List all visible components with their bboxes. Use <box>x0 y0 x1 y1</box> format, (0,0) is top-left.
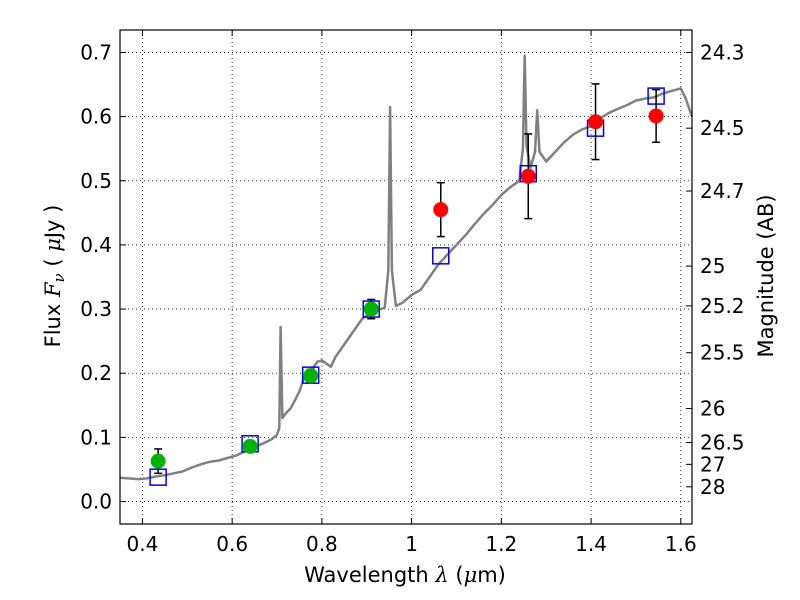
spectrum-line <box>119 54 694 481</box>
near-ir-photometry-marker <box>520 168 536 184</box>
magnitude-tick-label: 25.2 <box>700 294 745 318</box>
magnitude-tick-label: 26 <box>700 397 725 421</box>
near-ir-photometry-marker <box>433 202 449 218</box>
optical-photometry-marker <box>363 301 379 317</box>
spectrum-layer <box>119 54 694 481</box>
magnitude-tick-label: 24.5 <box>700 116 745 140</box>
y-tick-label: 0.0 <box>80 490 112 514</box>
near-ir-photometry-marker <box>588 114 604 130</box>
grid <box>120 30 692 524</box>
right-axis-label: Magnitude (AB) <box>754 194 778 357</box>
optical-photometry-marker <box>303 368 319 384</box>
optical-photometry-marker <box>242 438 258 454</box>
magnitude-tick-label: 24.3 <box>700 40 745 64</box>
magnitude-tick-label: 28 <box>700 475 725 499</box>
marker-layer <box>149 83 665 486</box>
magnitude-tick-label: 24.7 <box>700 179 745 203</box>
x-axis-label: Wavelength λ (μm) <box>304 563 506 587</box>
y-tick-label: 0.4 <box>80 233 112 257</box>
y-tick-label: 0.5 <box>80 169 112 193</box>
x-tick-label: 0.4 <box>127 532 159 556</box>
plot-frame <box>119 29 693 525</box>
y-tick-label: 0.1 <box>80 425 112 449</box>
magnitude-tick-label: 25.5 <box>700 341 745 365</box>
magnitude-tick-label: 25 <box>700 254 725 278</box>
x-tick-label: 1.4 <box>575 532 607 556</box>
tick-layer: 0.4 0.6 0.8 1 1.2 1.4 1.6 0.0 0.1 0.2 0.3 0.4 0.5 0.6… <box>80 30 745 556</box>
x-tick-label: 0.8 <box>306 532 338 556</box>
magnitude-tick-label: 27 <box>700 452 725 476</box>
y-tick-label: 0.2 <box>80 361 112 385</box>
model-square-marker <box>432 247 450 265</box>
x-tick-label: 1 <box>405 532 418 556</box>
y-tick-label: 0.3 <box>80 297 112 321</box>
y-tick-label: 0.6 <box>80 105 112 129</box>
optical-photometry-marker <box>150 453 166 469</box>
x-tick-label: 1.6 <box>665 532 697 556</box>
near-ir-photometry-marker <box>648 108 664 124</box>
x-tick-label: 0.6 <box>216 532 248 556</box>
y-axis-label: Flux Fν ( μJy ) <box>41 205 68 348</box>
y-tick-label: 0.7 <box>80 40 112 64</box>
x-tick-label: 1.2 <box>485 532 517 556</box>
magnitude-tick-label: 26.5 <box>700 431 745 455</box>
